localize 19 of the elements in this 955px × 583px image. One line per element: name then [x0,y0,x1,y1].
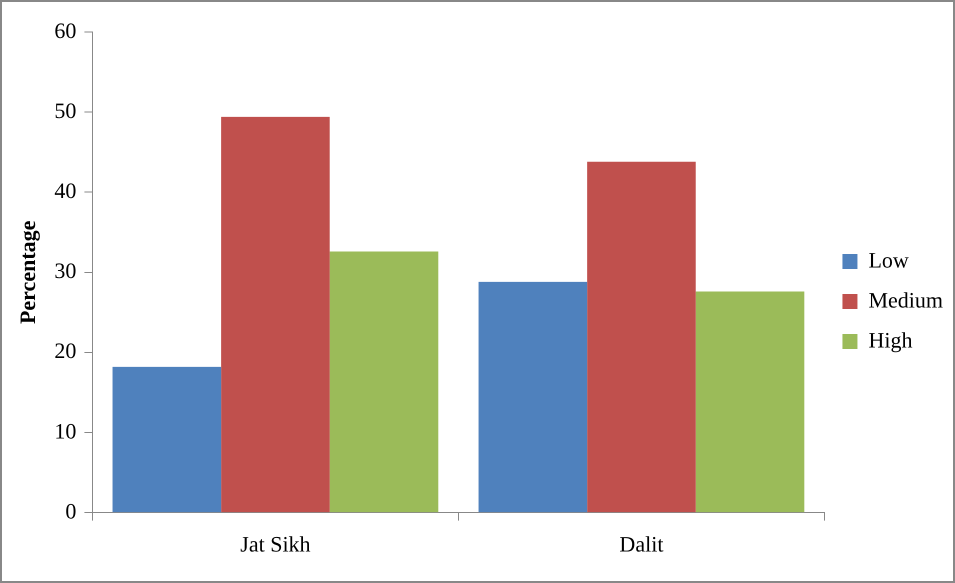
legend-label: Medium [868,287,944,312]
x-tick-label: Dalit [619,532,664,557]
y-tick-label: 50 [54,98,76,123]
x-tick-label: Jat Sikh [240,532,311,557]
y-tick-label: 40 [54,178,76,203]
legend-label: Low [868,247,909,272]
bar [112,366,222,512]
legend-label: High [868,327,912,352]
bar [221,116,330,512]
bar [696,292,804,512]
y-tick-label: 20 [54,338,76,364]
y-tick-label: 0 [65,498,76,524]
y-tick-label: 10 [54,418,76,444]
bar [330,251,438,512]
y-tick-label: 30 [54,258,76,284]
bar [587,162,696,512]
y-tick-label: 60 [54,18,76,43]
bar [478,282,588,512]
y-axis-title: Percentage [14,220,40,324]
